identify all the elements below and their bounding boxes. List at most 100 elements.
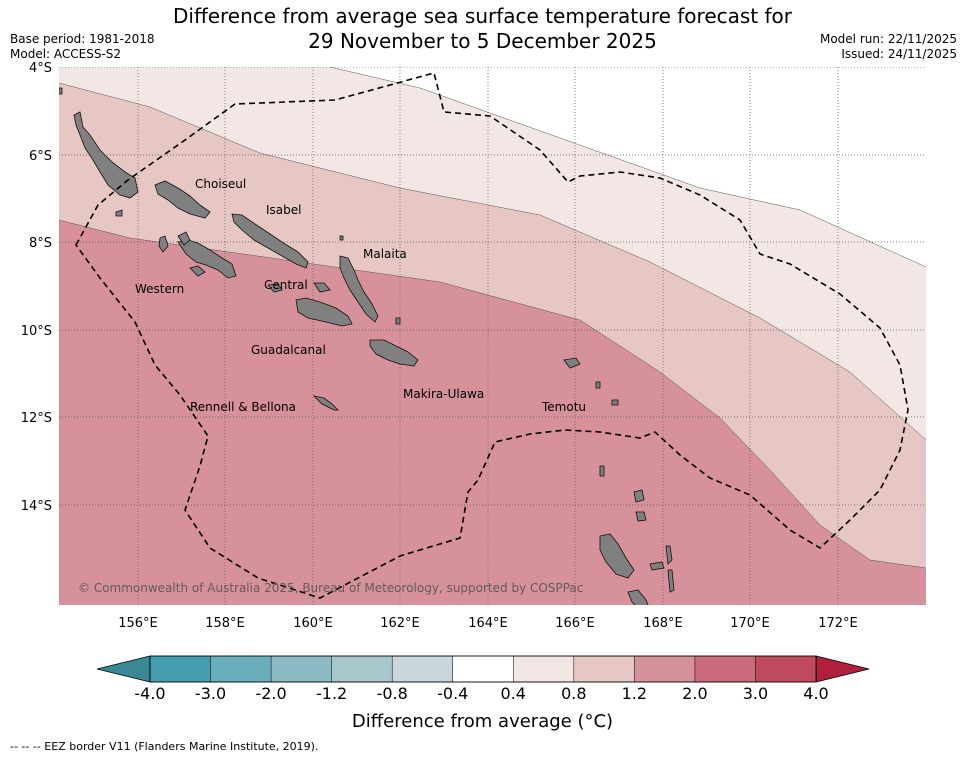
island-ulawa: [395, 317, 401, 325]
lat-label: 10°S: [21, 324, 52, 339]
band-outlines: [59, 67, 926, 569]
colorbar-tick-label: -0.8: [377, 684, 408, 703]
colorbar-tick-label: 0.8: [561, 684, 586, 703]
title-line-1: Difference from average sea surface temp…: [172, 4, 792, 28]
province-label: Central: [264, 278, 308, 292]
island-torres: [599, 465, 605, 477]
lat-label: 6°S: [29, 149, 52, 164]
copyright-text: © Commonwealth of Australia 2025, Bureau…: [78, 581, 583, 595]
lon-label: 162°E: [380, 616, 420, 631]
colorbar-tick-label: 1.2: [622, 684, 647, 703]
province-label: Malaita: [363, 247, 407, 261]
colorbar-tick-label: -3.0: [195, 684, 226, 703]
lon-label: 156°E: [118, 616, 158, 631]
lon-label: 172°E: [818, 616, 858, 631]
graticule: [59, 67, 926, 605]
lat-label: 8°S: [29, 236, 52, 251]
lon-label: 168°E: [643, 616, 683, 631]
map-area: [59, 67, 926, 605]
colorbar-segment: [391, 655, 454, 683]
island-utupua: [611, 399, 619, 406]
colorbar-segment: [694, 655, 757, 683]
issued-date: Issued: 24/11/2025: [841, 47, 957, 61]
province-labels: Choiseul Isabel Malaita Western Central …: [135, 177, 586, 414]
lat-axis: 4°S 6°S 8°S 10°S 12°S 14°S: [21, 61, 52, 514]
colorbar-segment: [452, 655, 515, 683]
colorbar-frame: [149, 655, 817, 683]
colorbar-segment: [331, 655, 393, 683]
province-label: Choiseul: [195, 177, 246, 191]
island-ontong: [339, 235, 344, 241]
eez-legend-note: -- -- -- EEZ border V11 (Flanders Marine…: [10, 740, 319, 753]
island-malaita: [339, 255, 379, 323]
island-isabel: [231, 213, 309, 269]
colorbar-tick-label: -0.4: [437, 684, 468, 703]
province-label: Rennell & Bellona: [190, 400, 296, 414]
island-shortland: [115, 209, 123, 217]
lat-label: 14°S: [21, 499, 52, 514]
island-reef: [595, 381, 601, 389]
island-ranongga: [177, 231, 191, 246]
land-masses: [59, 87, 675, 605]
island-makira: [369, 339, 419, 367]
colorbar-segment: [634, 655, 696, 683]
colorbar-title: Difference from average (°C): [351, 711, 614, 732]
lon-label: 166°E: [555, 616, 595, 631]
province-label: Makira-Ulawa: [403, 387, 484, 401]
island-nissan: [59, 87, 63, 95]
colorbar-tick-label: 0.4: [501, 684, 526, 703]
island-gaua: [635, 511, 647, 522]
model-run: Model run: 22/11/2025: [819, 32, 957, 46]
island-ambae: [649, 561, 665, 571]
province-label: Temotu: [541, 400, 586, 414]
province-label: Isabel: [266, 203, 301, 217]
island-espiritu-santo: [599, 533, 635, 579]
island-rennell: [312, 395, 339, 411]
colorbar-segment: [755, 655, 817, 683]
colorbar-tick-label: -2.0: [255, 684, 286, 703]
lon-label: 164°E: [468, 616, 508, 631]
meta-left: Base period: 1981-2018 Model: ACCESS-S2: [10, 32, 155, 62]
colorbar-tick-label: -4.0: [134, 684, 165, 703]
colorbar-segment: [513, 655, 575, 683]
colorbar-segment: [210, 655, 272, 683]
province-label: Guadalcanal: [251, 343, 326, 357]
island-choiseul: [154, 180, 211, 219]
island-maewo: [665, 545, 673, 565]
eez-border: [75, 72, 909, 599]
colorbar-tick-label: 4.0: [803, 684, 828, 703]
island-vanua-lava: [633, 489, 645, 503]
lon-axis: 156°E 158°E 160°E 162°E 164°E 166°E 168°…: [118, 616, 858, 631]
colorbar: -4.0 -3.0 -2.0 -1.2 -0.8 -0.4 0.4 0.8 1.2 2.0 3.0 4…: [96, 655, 870, 703]
colorbar-under-arrow: [96, 655, 151, 683]
island-bougainville: [73, 111, 139, 199]
island-russell: [267, 283, 283, 293]
island-guadalcanal: [295, 297, 353, 327]
island-florida: [313, 282, 331, 293]
lon-label: 158°E: [205, 616, 245, 631]
meta-right: Model run: 22/11/2025 Issued: 24/11/2025: [820, 32, 957, 62]
island-rendova: [189, 265, 206, 277]
province-label: Western: [135, 282, 184, 296]
colorbar-segment: [270, 655, 333, 683]
colorbar-tick-label: -1.2: [316, 684, 347, 703]
lon-label: 170°E: [730, 616, 770, 631]
colorbar-segment: [573, 655, 636, 683]
lon-label: 160°E: [293, 616, 333, 631]
model-name: Model: ACCESS-S2: [10, 47, 122, 61]
colorbar-segment: [149, 655, 212, 683]
colorbar-over-arrow: [815, 655, 870, 683]
island-vella: [158, 235, 169, 253]
lat-label: 4°S: [29, 61, 52, 76]
band-1.2-2.0: [59, 220, 926, 605]
base-period: Base period: 1981-2018: [10, 32, 155, 46]
map-title: Difference from average sea surface temp…: [0, 4, 965, 54]
title-line-2: 29 November to 5 December 2025: [308, 29, 657, 53]
colorbar-tick-label: 2.0: [682, 684, 707, 703]
island-malakula: [627, 589, 649, 605]
lat-label: 12°S: [21, 411, 52, 426]
island-new-georgia: [177, 239, 237, 279]
island-santa-cruz: [563, 357, 581, 369]
colorbar-tick-label: 3.0: [743, 684, 768, 703]
